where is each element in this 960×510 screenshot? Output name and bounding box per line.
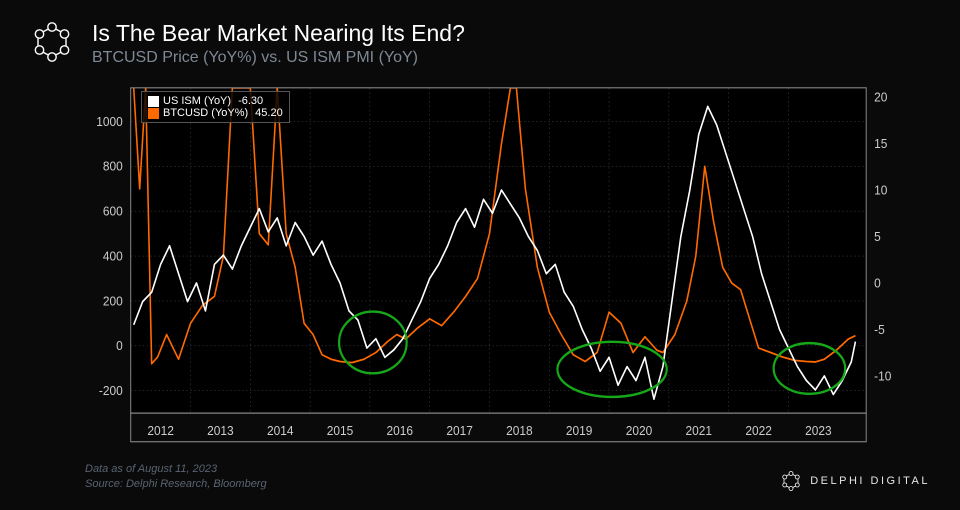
chart-card: Is The Bear Market Nearing Its End? BTCU… xyxy=(0,0,960,510)
svg-text:15: 15 xyxy=(874,137,887,152)
legend-label-btc: BTCUSD (YoY%) xyxy=(163,107,248,119)
title-block: Is The Bear Market Nearing Its End? BTCU… xyxy=(92,20,930,67)
svg-text:2013: 2013 xyxy=(207,424,233,439)
svg-text:1000: 1000 xyxy=(96,115,122,130)
svg-text:2018: 2018 xyxy=(506,424,532,439)
svg-text:0: 0 xyxy=(116,339,123,354)
legend-value-ism: -6.30 xyxy=(238,95,263,107)
delphi-logo-icon xyxy=(30,20,74,64)
svg-text:2017: 2017 xyxy=(446,424,472,439)
footer-date: Data as of August 11, 2023 xyxy=(85,462,267,477)
header: Is The Bear Market Nearing Its End? BTCU… xyxy=(30,20,930,67)
delphi-logo-small-icon xyxy=(780,470,802,492)
svg-text:-10: -10 xyxy=(874,369,891,384)
legend: US ISM (YoY) -6.30 BTCUSD (YoY%) 45.20 xyxy=(141,91,290,123)
svg-text:800: 800 xyxy=(103,160,123,175)
footer-brand-text: DELPHI DIGITAL xyxy=(810,475,930,487)
chart-subtitle: BTCUSD Price (YoY%) vs. US ISM PMI (YoY) xyxy=(92,49,930,67)
chart-svg: -200 0 200 400 600 800 1000 -10 -5 0 5 10 15 20 2012 20… xyxy=(85,79,900,454)
svg-text:5: 5 xyxy=(874,230,881,245)
svg-text:2023: 2023 xyxy=(805,424,831,439)
svg-text:2016: 2016 xyxy=(387,424,413,439)
footer-meta: Data as of August 11, 2023 Source: Delph… xyxy=(85,462,267,492)
svg-text:600: 600 xyxy=(103,204,123,219)
footer-source: Source: Delphi Research, Bloomberg xyxy=(85,477,267,492)
svg-text:2022: 2022 xyxy=(745,424,771,439)
svg-text:20: 20 xyxy=(874,90,887,105)
legend-swatch-ism xyxy=(148,96,159,107)
svg-text:2012: 2012 xyxy=(147,424,173,439)
svg-text:2020: 2020 xyxy=(626,424,652,439)
legend-label-ism: US ISM (YoY) xyxy=(163,95,231,107)
svg-text:2019: 2019 xyxy=(566,424,592,439)
svg-text:0: 0 xyxy=(874,276,881,291)
svg-text:-5: -5 xyxy=(874,323,885,338)
svg-text:2015: 2015 xyxy=(327,424,353,439)
legend-item-ism: US ISM (YoY) -6.30 xyxy=(148,95,283,107)
svg-text:400: 400 xyxy=(103,249,123,264)
legend-item-btc: BTCUSD (YoY%) 45.20 xyxy=(148,107,283,119)
chart-title: Is The Bear Market Nearing Its End? xyxy=(92,20,930,46)
footer: Data as of August 11, 2023 Source: Delph… xyxy=(30,462,930,492)
svg-text:-200: -200 xyxy=(99,384,123,399)
legend-swatch-btc xyxy=(148,108,159,119)
svg-text:2014: 2014 xyxy=(267,424,293,439)
svg-text:2021: 2021 xyxy=(686,424,712,439)
svg-text:10: 10 xyxy=(874,183,887,198)
svg-text:200: 200 xyxy=(103,294,123,309)
chart-area: -200 0 200 400 600 800 1000 -10 -5 0 5 10 15 20 2012 20… xyxy=(85,79,900,454)
legend-value-btc: 45.20 xyxy=(255,107,283,119)
footer-brand: DELPHI DIGITAL xyxy=(780,470,930,492)
